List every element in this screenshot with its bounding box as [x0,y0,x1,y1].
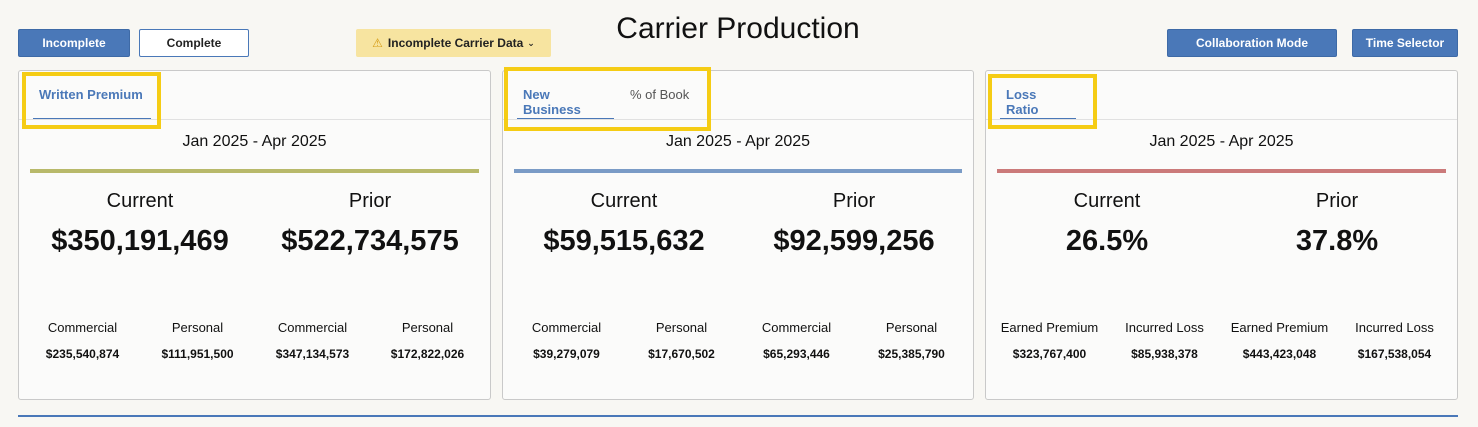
current-value: $59,515,632 [543,225,705,257]
sub-label: Earned Premium [1230,320,1329,335]
sub-value: $17,670,502 [648,347,715,361]
sub-label: Personal [885,320,938,335]
prior-label: Prior [1315,190,1359,212]
prior-value: $92,599,256 [773,225,935,257]
sub-value: $39,279,079 [533,347,600,361]
card-accent-rule [514,169,962,173]
sub-label: Incurred Loss [1355,320,1434,335]
sub-label: Personal [655,320,708,335]
prior-label: Prior [348,190,392,212]
new-business-card: New Business % of Book Jan 2025 - Apr 20… [502,70,974,400]
sub-label: Personal [171,320,224,335]
sub-value: $443,423,048 [1242,347,1317,361]
current-label: Current [1073,190,1141,212]
warning-icon: ⚠ [372,36,383,50]
sub-value: $167,538,054 [1357,347,1432,361]
tab-loss-ratio[interactable]: Loss Ratio [1000,87,1076,119]
sub-value: $172,822,026 [390,347,465,361]
sub-value: $65,293,446 [763,347,830,361]
current-value: 26.5% [1065,225,1149,257]
incomplete-carrier-data-dropdown[interactable]: ⚠ Incomplete Carrier Data ⌄ [356,29,551,57]
sub-label: Earned Premium [1000,320,1099,335]
prior-label: Prior [832,190,876,212]
prior-value: 37.8% [1295,225,1379,257]
period-label: Jan 2025 - Apr 2025 [1149,133,1294,150]
sub-value: $111,951,500 [161,347,234,361]
incomplete-button[interactable]: Incomplete [18,29,130,57]
complete-button[interactable]: Complete [139,29,249,57]
time-selector-button[interactable]: Time Selector [1352,29,1458,57]
sub-label: Commercial [531,320,602,335]
prior-value: $522,734,575 [281,225,459,257]
sub-label: Incurred Loss [1125,320,1204,335]
page-title: Carrier Production [616,12,860,45]
tab-written-premium[interactable]: Written Premium [33,87,151,119]
card-tabbar: New Business % of Book [503,71,973,120]
chevron-down-icon: ⌄ [527,37,535,48]
section-divider [18,415,1458,417]
sub-value: $347,134,573 [275,347,350,361]
tab-percent-of-book[interactable]: % of Book [630,87,690,102]
current-label: Current [106,190,174,212]
card-tabbar: Written Premium [19,71,490,120]
period-label: Jan 2025 - Apr 2025 [665,133,811,150]
sub-value: $323,767,400 [1012,347,1087,361]
sub-label: Personal [401,320,454,335]
sub-label: Commercial [761,320,832,335]
collaboration-mode-button[interactable]: Collaboration Mode [1167,29,1337,57]
card-tabbar: Loss Ratio [986,71,1457,120]
incomplete-carrier-data-label: Incomplete Carrier Data [387,36,524,50]
period-label: Jan 2025 - Apr 2025 [182,133,327,150]
sub-value: $25,385,790 [878,347,945,361]
sub-value: $235,540,874 [45,347,120,361]
card-accent-rule [30,169,479,173]
current-value: $350,191,469 [51,225,229,257]
tab-new-business[interactable]: New Business [517,87,614,119]
sub-label: Commercial [47,320,118,335]
sub-label: Commercial [277,320,348,335]
card-accent-rule [997,169,1446,173]
written-premium-card: Written Premium Jan 2025 - Apr 2025 Curr… [18,70,491,400]
loss-ratio-card: Loss Ratio Jan 2025 - Apr 2025 Current P… [985,70,1458,400]
sub-value: $85,938,378 [1131,347,1198,361]
current-label: Current [590,190,658,212]
